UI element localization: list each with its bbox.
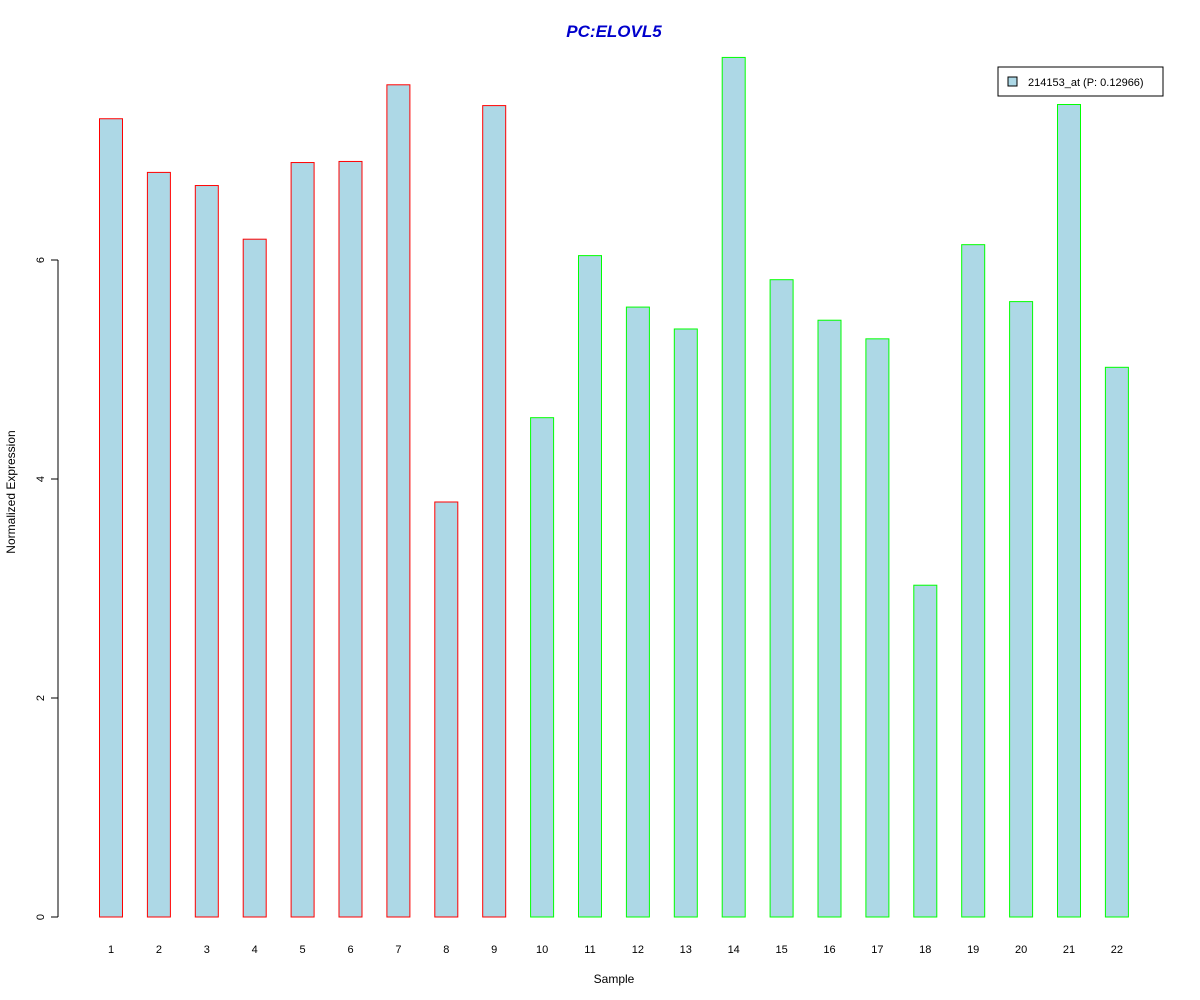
x-tick-label: 6: [347, 944, 353, 956]
x-tick-label: 4: [252, 944, 258, 956]
x-tick-label: 16: [823, 944, 835, 956]
bar-sample-4: [242, 238, 267, 918]
y-tick-label: 2: [35, 695, 47, 701]
x-tick-label: 10: [536, 944, 548, 956]
x-tick-label: 2: [156, 944, 162, 956]
x-tick-label: 13: [680, 944, 692, 956]
legend: 214153_at (P: 0.12966): [997, 66, 1164, 97]
x-tick-label: 5: [300, 944, 306, 956]
bar-sample-9: [482, 105, 507, 918]
y-tick-label: 4: [35, 476, 47, 482]
bar-sample-11: [578, 255, 602, 918]
x-tick-label: 17: [871, 944, 883, 956]
x-tick-labels: 1 2 3 4 5 6 7 8 9 10 11 12 13 14 15 16 17 18 19 20 21 22: [108, 944, 1123, 956]
bar-sample-17: [865, 338, 890, 918]
legend-box: [997, 66, 1164, 97]
x-tick-label: 8: [443, 944, 449, 956]
x-tick-label: 18: [919, 944, 931, 956]
x-tick-label: 21: [1063, 944, 1075, 956]
bar-sample-13: [673, 328, 698, 918]
x-tick-label: 1: [108, 944, 114, 956]
x-tick-label: 22: [1111, 944, 1123, 956]
chart-title: PC:ELOVL5: [566, 22, 662, 41]
x-tick-label: 11: [584, 944, 595, 956]
x-tick-label: 12: [632, 944, 644, 956]
bar-sample-22: [1104, 366, 1129, 918]
x-tick-label: 9: [491, 944, 497, 956]
x-tick-label: 3: [204, 944, 210, 956]
bar-sample-18: [913, 584, 938, 918]
legend-swatch: [1007, 76, 1018, 87]
bar-sample-16: [817, 319, 842, 918]
y-axis: 0 2 4 6: [35, 257, 59, 920]
y-tick-label: 0: [35, 914, 47, 920]
x-tick-label: 7: [395, 944, 401, 956]
bar-sample-14: [721, 56, 746, 918]
y-axis-label: Normalized Expression: [4, 430, 18, 553]
x-tick-label: 20: [1015, 944, 1027, 956]
bar-sample-10: [530, 417, 555, 918]
bar-sample-7: [386, 84, 411, 918]
x-axis-label: Sample: [594, 972, 635, 986]
y-tick-label: 6: [35, 257, 47, 263]
x-tick-label: 19: [967, 944, 979, 956]
bar-sample-8: [434, 501, 459, 918]
bar-sample-3: [194, 185, 219, 918]
bar-sample-6: [338, 160, 363, 918]
bar-sample-12: [625, 306, 650, 918]
x-tick-label: 14: [728, 944, 740, 956]
bar-sample-1: [99, 118, 123, 918]
legend-label: 214153_at (P: 0.12966): [1028, 77, 1144, 89]
bar-sample-15: [769, 279, 794, 918]
x-tick-label: 15: [775, 944, 787, 956]
bars-group: [99, 56, 1129, 918]
bar-sample-5: [290, 162, 315, 918]
bar-sample-2: [146, 171, 171, 918]
bar-sample-21: [1057, 104, 1081, 918]
bar-sample-19: [961, 244, 986, 918]
bar-sample-20: [1009, 301, 1034, 918]
